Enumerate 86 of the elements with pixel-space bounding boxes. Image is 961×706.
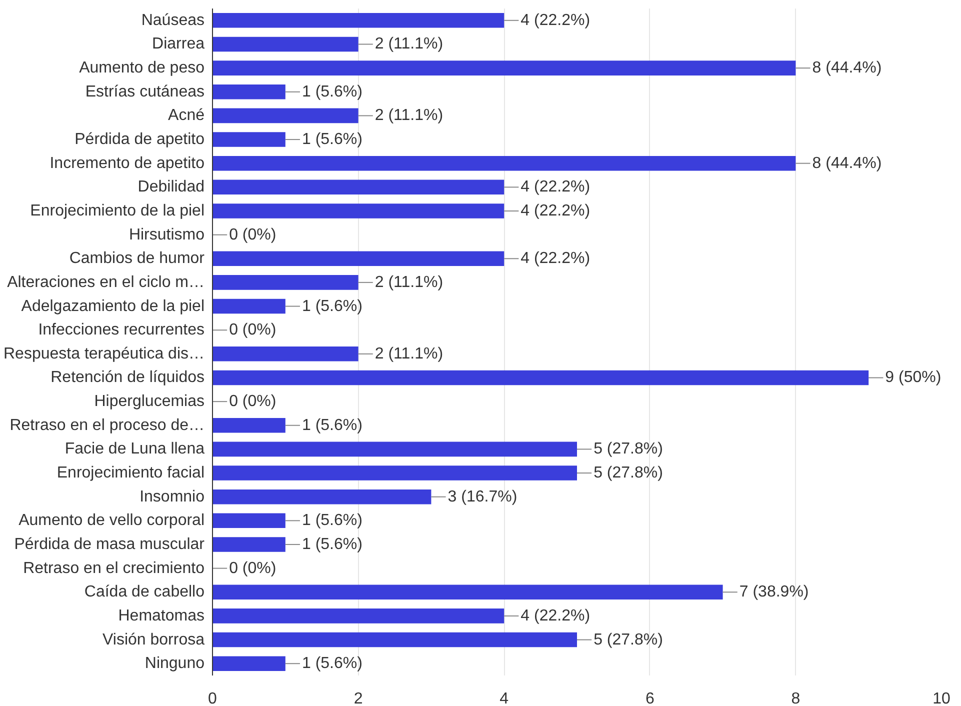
y-tick-label: Enrojecimiento facial <box>56 464 204 482</box>
data-label: 7 (38.9%) <box>739 584 809 601</box>
x-tick-label: 6 <box>645 690 654 706</box>
bar <box>212 60 796 76</box>
bar <box>212 108 358 124</box>
y-tick-label: Caída de cabello <box>84 584 205 601</box>
y-tick-label: Visión borrosa <box>102 631 205 648</box>
y-tick-label: Adelgazamiento de la piel <box>21 298 204 315</box>
data-label: 8 (44.4%) <box>812 60 882 77</box>
y-tick-label: Alteraciones en el ciclo m… <box>7 274 205 291</box>
y-tick-label: Cambios de humor <box>69 250 206 268</box>
y-tick-label: Ninguno <box>144 655 205 672</box>
data-label: 2 (11.1%) <box>374 36 444 53</box>
data-label: 9 (50%) <box>885 369 942 386</box>
data-label: 5 (27.8%) <box>594 464 663 482</box>
y-tick-label: Aumento de vello corporal <box>18 512 205 530</box>
y-tick-label: Aumento de peso <box>79 60 205 77</box>
y-tick-label: Facie de Luna llena <box>64 440 205 458</box>
data-label: 0 (0%) <box>229 393 276 410</box>
y-tick-label: Insomnio <box>140 488 205 506</box>
x-tick-label: 4 <box>500 690 509 706</box>
data-label: 1 (5.6%) <box>302 536 362 553</box>
data-label: 4 (22.2%) <box>520 250 590 268</box>
data-label: 0 (0%) <box>229 560 276 577</box>
y-tick-label: Incremento de apetito <box>50 154 205 172</box>
y-tick-label: Hematomas <box>118 607 204 624</box>
data-label: 2 (11.1%) <box>374 274 444 291</box>
data-label: 0 (0%) <box>229 226 276 244</box>
data-label: 5 (27.8%) <box>594 440 663 458</box>
bar <box>212 489 432 504</box>
bar <box>212 156 796 171</box>
y-tick-label: Retraso en el crecimiento <box>23 560 205 577</box>
y-tick-label: Hirsutismo <box>128 226 205 244</box>
data-label: 4 (22.2%) <box>520 178 590 196</box>
bar <box>212 370 869 386</box>
data-label: 2 (11.1%) <box>374 345 444 362</box>
data-label: 1 (5.6%) <box>302 655 362 672</box>
data-label: 4 (22.2%) <box>520 202 590 220</box>
data-label: 5 (27.8%) <box>594 631 663 648</box>
y-tick-label: Acné <box>168 107 205 124</box>
bar <box>212 513 286 528</box>
x-tick-label: 2 <box>354 690 363 706</box>
x-tick-label: 0 <box>208 690 218 706</box>
bar <box>212 180 504 195</box>
bar <box>212 418 286 433</box>
bar <box>212 346 358 362</box>
bar <box>212 298 286 314</box>
bar <box>212 537 286 552</box>
data-label: 1 (5.6%) <box>302 131 362 148</box>
data-label: 0 (0%) <box>229 322 276 339</box>
bar <box>212 584 723 600</box>
bar <box>212 36 358 52</box>
x-tick-label: 10 <box>932 690 950 706</box>
bar <box>212 132 286 147</box>
bar <box>212 442 577 457</box>
data-label: 1 (5.6%) <box>302 416 362 434</box>
y-tick-label: Infecciones recurrentes <box>38 322 205 339</box>
bar <box>212 608 504 624</box>
data-label: 4 (22.2%) <box>520 12 590 29</box>
data-label: 3 (16.7%) <box>448 488 518 506</box>
data-label: 1 (5.6%) <box>302 298 362 315</box>
y-tick-label: Diarrea <box>152 36 205 53</box>
data-label: 1 (5.6%) <box>302 83 362 100</box>
bar <box>212 13 504 28</box>
bar <box>212 466 577 480</box>
y-tick-label: Naúseas <box>141 12 205 29</box>
y-tick-label: Pérdida de apetito <box>74 131 205 148</box>
bar <box>212 204 504 218</box>
bar <box>212 251 504 266</box>
y-tick-label: Retención de líquidos <box>50 369 205 386</box>
y-tick-label: Pérdida de masa muscular <box>14 536 206 553</box>
y-tick-label: Debilidad <box>138 178 205 196</box>
y-tick-label: Retraso en el proceso de… <box>10 416 205 434</box>
bar <box>212 656 286 671</box>
bar <box>212 632 577 648</box>
data-label: 2 (11.1%) <box>374 107 444 124</box>
y-tick-label: Hiperglucemias <box>94 393 204 410</box>
bar <box>212 84 286 100</box>
data-label: 4 (22.2%) <box>520 607 590 624</box>
x-tick-label: 8 <box>791 690 800 706</box>
y-tick-label: Respuesta terapéutica dis… <box>4 345 204 362</box>
data-label: 8 (44.4%) <box>812 154 882 172</box>
bar <box>212 275 358 290</box>
y-tick-label: Estrías cutáneas <box>85 83 204 100</box>
y-tick-label: Enrojecimiento de la piel <box>30 202 205 220</box>
data-label: 1 (5.6%) <box>302 512 362 530</box>
